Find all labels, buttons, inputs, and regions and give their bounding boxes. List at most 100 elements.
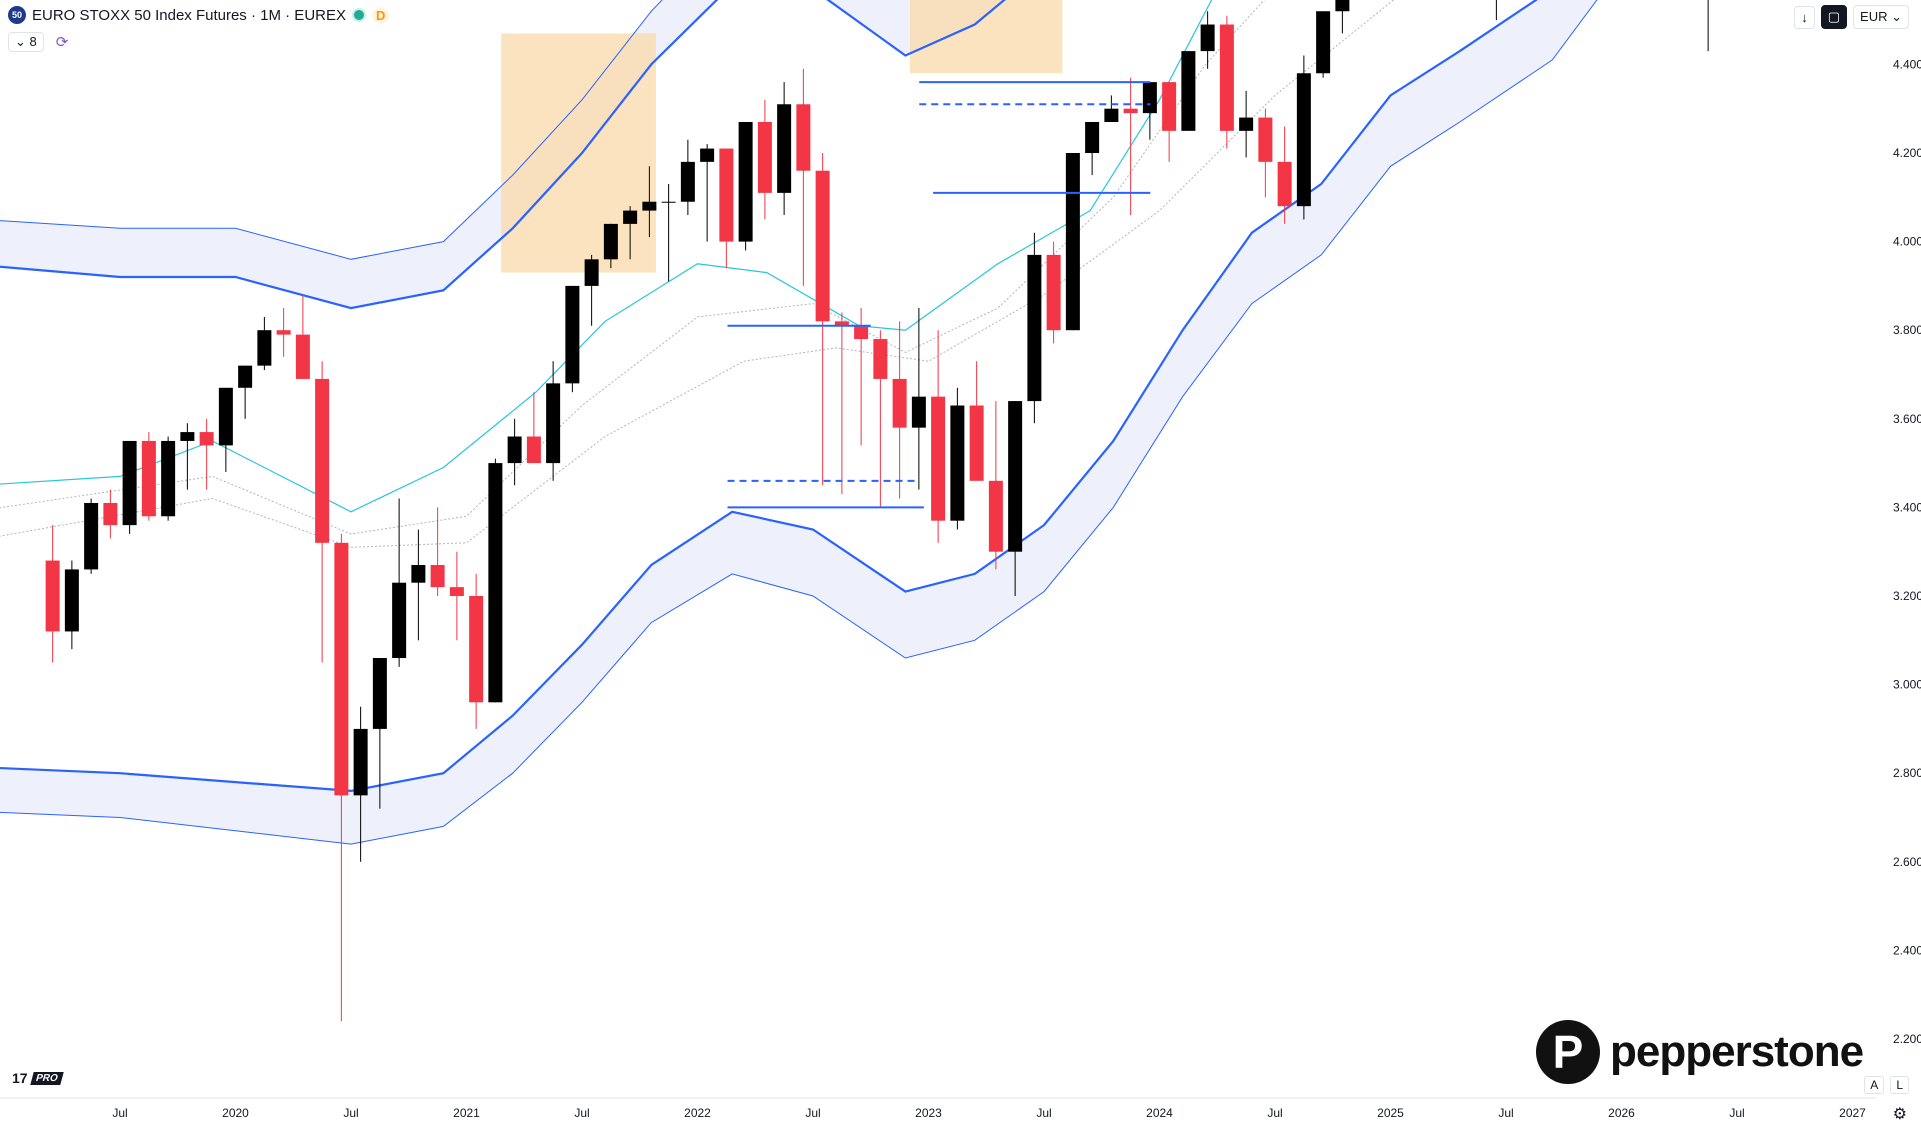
currency-select[interactable]: EUR ⌄	[1853, 5, 1909, 29]
candle-body	[411, 564, 426, 583]
candle-body	[854, 325, 869, 340]
candle-body	[988, 480, 1003, 552]
candle-body	[1239, 117, 1254, 131]
candle-body	[507, 436, 522, 464]
candle-body	[103, 502, 118, 526]
y-tick-label: 4.200	[1893, 146, 1921, 160]
candle-body	[1008, 401, 1023, 552]
candle-body	[122, 440, 137, 526]
candle-body	[1065, 153, 1080, 331]
chart-title[interactable]: EURO STOXX 50 Index Futures · 1M · EUREX	[32, 6, 346, 24]
square-icon[interactable]: ▢	[1820, 5, 1848, 29]
x-tick-label: Jul	[1267, 1106, 1282, 1120]
candle-body	[315, 378, 330, 543]
down-arrow-icon[interactable]: ↓	[1794, 5, 1815, 29]
x-tick-label: Jul	[574, 1106, 589, 1120]
candle-body	[141, 440, 156, 517]
candle-body	[1335, 0, 1350, 12]
candle-body	[623, 210, 638, 224]
candle-body	[680, 161, 695, 202]
y-tick-label: 3.000	[1893, 678, 1921, 692]
candle-body	[218, 387, 233, 446]
x-tick-label: 2024	[1146, 1106, 1173, 1120]
candle-body	[334, 542, 349, 796]
x-tick-label: Jul	[1498, 1106, 1513, 1120]
candle-body	[488, 463, 503, 703]
candle-body	[1258, 117, 1273, 162]
highlight-zone-1	[910, 0, 1063, 74]
candle-body	[392, 582, 407, 659]
highlight-zone-0	[501, 33, 656, 273]
upper-band-outer-line	[0, 0, 663, 260]
candle-body	[1181, 51, 1196, 131]
candle-body	[1200, 24, 1215, 52]
candle-body	[911, 396, 926, 428]
x-tick-label: Jul	[343, 1106, 358, 1120]
candle-body	[1219, 24, 1234, 131]
y-tick-label: 3.200	[1893, 589, 1921, 603]
indicators-toggle[interactable]: ⌄ 8	[8, 32, 44, 52]
candle-body	[950, 405, 965, 521]
x-tick-label: Jul	[112, 1106, 127, 1120]
candle-body	[1027, 254, 1042, 402]
gear-icon[interactable]: ⚙	[1892, 1106, 1907, 1123]
scale-buttons: A L	[1864, 1076, 1909, 1094]
pepperstone-logo: P pepperstone	[1536, 1020, 1864, 1084]
candle-body	[1123, 108, 1138, 114]
candle-body	[1104, 108, 1119, 122]
candle-body	[1085, 121, 1100, 153]
pepperstone-wordmark: pepperstone	[1610, 1027, 1864, 1076]
symbol-badge[interactable]: 50	[8, 6, 26, 24]
candle-body	[199, 432, 214, 446]
candle-body	[546, 383, 561, 464]
candle-body	[1296, 73, 1311, 207]
candle-body	[257, 330, 272, 366]
candle-body	[469, 596, 484, 703]
upper-band-inner-line	[0, 0, 1006, 310]
candle-body	[1046, 254, 1061, 331]
y-tick-label: 2.600	[1893, 855, 1921, 869]
candle-body	[738, 121, 753, 242]
candle-body	[892, 378, 907, 428]
chart-header: 50 EURO STOXX 50 Index Futures · 1M · EU…	[8, 6, 390, 24]
candle-body	[1316, 11, 1331, 74]
candle-body	[430, 564, 445, 588]
x-tick-label: 2020	[222, 1106, 249, 1120]
x-tick-label: 2022	[684, 1106, 711, 1120]
candle-body	[372, 658, 387, 729]
candle-body	[161, 440, 176, 517]
lower-band-outer-line	[0, 0, 1598, 845]
candle-body	[449, 587, 464, 596]
candle-body	[45, 560, 60, 632]
market-status-icon	[352, 8, 366, 22]
sync-icon[interactable]: ⟳	[55, 34, 69, 51]
d-badge[interactable]: D	[372, 7, 390, 23]
candle-body	[84, 502, 99, 570]
y-tick-label: 4.400	[1893, 57, 1921, 71]
candle-body	[777, 104, 792, 193]
candle-body	[661, 201, 676, 203]
log-scale-button[interactable]: L	[1890, 1076, 1909, 1094]
candle-body	[1142, 82, 1157, 114]
x-tick-label: 2027	[1839, 1106, 1866, 1120]
x-tick-label: Jul	[1729, 1106, 1744, 1120]
indicator-toolbar: ⌄ 8 ⟳	[8, 32, 68, 52]
x-tick-label: 2023	[915, 1106, 942, 1120]
auto-scale-button[interactable]: A	[1864, 1076, 1885, 1094]
y-tick-label: 3.800	[1893, 323, 1921, 337]
candle-body	[700, 148, 715, 162]
y-tick-label: 4.000	[1893, 235, 1921, 249]
y-tick-label: 2.200	[1893, 1032, 1921, 1046]
x-tick-label: Jul	[805, 1106, 820, 1120]
candle-body	[584, 259, 599, 286]
tv-mark: 17	[12, 1070, 28, 1086]
currency-label: EUR	[1860, 9, 1888, 24]
x-tick-label: 2021	[453, 1106, 480, 1120]
pepperstone-mark-icon: P	[1536, 1020, 1600, 1084]
candle-body	[276, 330, 291, 335]
candle-body	[295, 334, 310, 379]
gray-ma-1-line	[0, 0, 1265, 535]
candle-body	[180, 432, 195, 441]
indicator-count: 8	[29, 34, 37, 49]
